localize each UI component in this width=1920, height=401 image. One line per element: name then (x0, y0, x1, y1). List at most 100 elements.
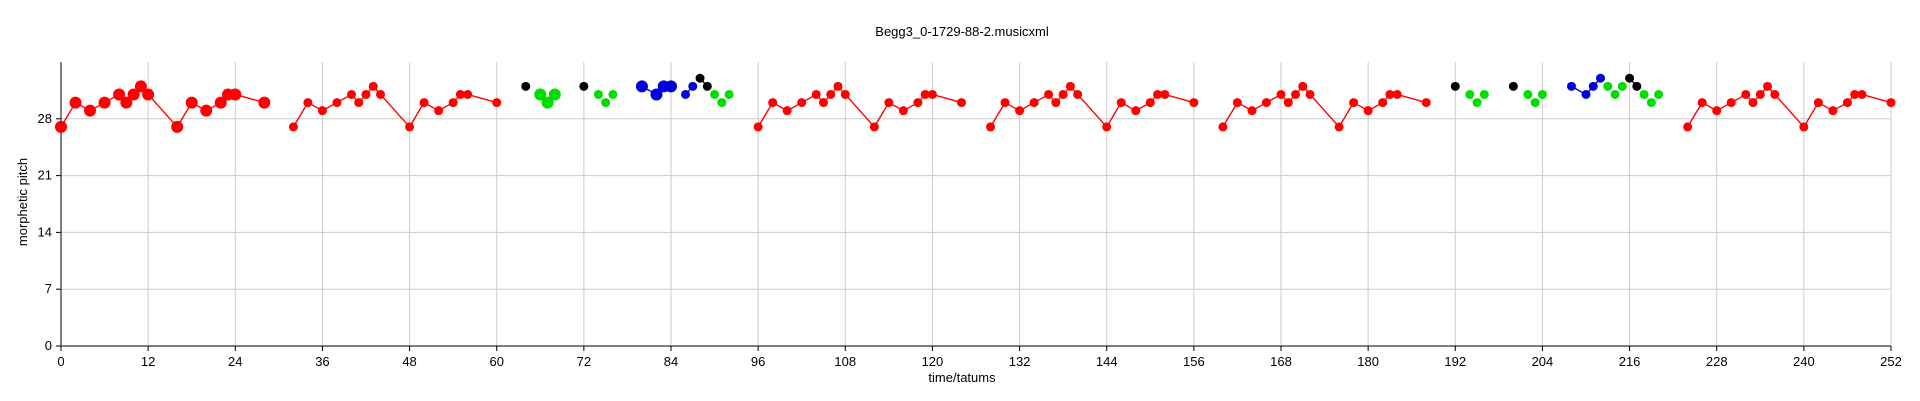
note-point-red (492, 98, 502, 108)
note-point-green (1472, 98, 1482, 108)
note-point-red (1712, 106, 1722, 116)
note-point-red (1378, 98, 1388, 108)
note-point-red (171, 120, 184, 133)
note-point-red (1748, 98, 1758, 108)
note-point-red (1276, 89, 1286, 99)
note-point-red (1029, 98, 1039, 108)
note-point-red (1857, 89, 1867, 99)
note-connector-line (1687, 85, 1892, 129)
tick-labels: 0 12 24 36 48 60 72 84 96 108 120 132 144 156 168 180 19… (38, 111, 1902, 369)
x-tick-label: 108 (834, 354, 856, 369)
note-point-red (920, 89, 930, 99)
note-point-green (601, 98, 611, 108)
x-axis-label: time/tatums (928, 370, 996, 385)
series-layer (55, 73, 1896, 133)
note-point-black (702, 81, 712, 91)
note-point-red (797, 98, 807, 108)
note-point-green (1530, 98, 1540, 108)
note-point-red (1305, 89, 1315, 99)
note-point-red (1261, 98, 1271, 108)
x-tick-label: 24 (228, 354, 242, 369)
note-point-red (368, 81, 378, 91)
note-point-red (448, 98, 458, 108)
note-point-red (869, 122, 879, 132)
note-point-red (185, 96, 198, 109)
note-point-red (288, 122, 298, 132)
note-point-red (956, 98, 966, 108)
chart-title: Begg3_0-1729-88-2.musicxml (875, 24, 1049, 39)
x-tick-label: 180 (1357, 354, 1379, 369)
note-group-black (521, 81, 589, 91)
note-point-blue (650, 88, 663, 101)
note-point-red (229, 88, 242, 101)
note-point-green (608, 89, 618, 99)
note-point-red (768, 98, 778, 108)
note-point-red (1153, 89, 1163, 99)
note-point-red (1828, 106, 1838, 116)
note-point-red (1385, 89, 1395, 99)
note-point-green (1537, 89, 1547, 99)
y-tick-label: 28 (38, 111, 52, 126)
note-point-green (541, 96, 554, 109)
note-point-red (317, 106, 327, 116)
note-point-blue (1566, 81, 1576, 91)
y-tick-label: 7 (45, 281, 52, 296)
note-group-black (1450, 81, 1518, 91)
note-point-red (1334, 122, 1344, 132)
note-point-red (913, 98, 923, 108)
note-point-red (214, 96, 227, 109)
note-group-black (695, 73, 712, 91)
note-point-red (258, 96, 271, 109)
note-point-red (1160, 89, 1170, 99)
note-group-green (1465, 89, 1547, 108)
note-point-red (1145, 98, 1155, 108)
note-point-blue (681, 89, 691, 99)
note-point-red (927, 89, 937, 99)
note-point-red (884, 98, 894, 108)
note-group-black (1625, 73, 1642, 91)
note-point-red (361, 89, 371, 99)
note-point-red (1763, 81, 1773, 91)
x-tick-label: 12 (141, 354, 155, 369)
note-point-red (1065, 81, 1075, 91)
note-group-blue (681, 81, 698, 99)
x-tick-label: 132 (1009, 354, 1031, 369)
x-tick-label: 60 (489, 354, 503, 369)
note-point-red (753, 122, 763, 132)
note-point-green (1639, 89, 1649, 99)
note-point-black (521, 81, 531, 91)
note-point-red (1298, 81, 1308, 91)
x-tick-label: 204 (1532, 354, 1554, 369)
note-group-green (534, 88, 561, 109)
note-point-red (1842, 98, 1852, 108)
note-point-black (1632, 81, 1642, 91)
note-group-green (1603, 81, 1627, 99)
x-tick-label: 240 (1793, 354, 1815, 369)
note-point-red (986, 122, 996, 132)
note-point-red (1051, 98, 1061, 108)
note-point-green (724, 89, 734, 99)
note-group-red (288, 81, 502, 132)
note-point-blue (688, 81, 698, 91)
note-point-green (710, 89, 720, 99)
note-point-black (579, 81, 589, 91)
note-point-red (1363, 106, 1373, 116)
note-point-red (1058, 89, 1068, 99)
note-point-green (1610, 89, 1620, 99)
note-point-green (1617, 81, 1627, 91)
note-point-red (1116, 98, 1126, 108)
note-point-red (332, 98, 342, 108)
note-point-red (98, 96, 111, 109)
note-point-red (1232, 98, 1242, 108)
axes-layer (56, 62, 1892, 351)
note-point-red (1813, 98, 1823, 108)
note-point-green (717, 98, 727, 108)
note-point-red (1218, 122, 1228, 132)
note-point-blue (635, 80, 648, 93)
note-point-red (1697, 98, 1707, 108)
note-point-red (811, 89, 821, 99)
note-point-red (84, 104, 97, 117)
note-connector-line (1222, 85, 1427, 129)
x-tick-label: 72 (577, 354, 591, 369)
note-point-red (455, 89, 465, 99)
